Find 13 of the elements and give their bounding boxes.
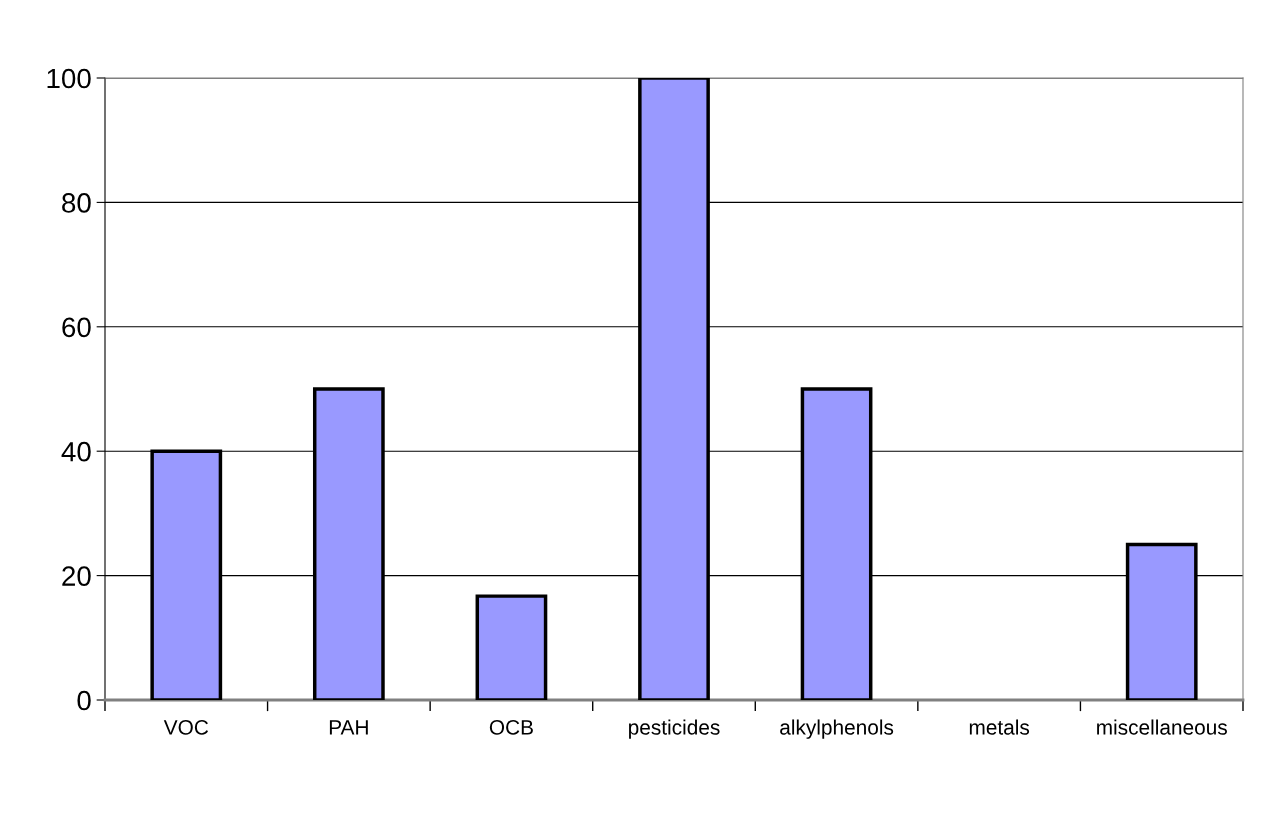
y-tick-label: 80 (62, 193, 91, 213)
y-tick-label: 20 (62, 566, 91, 586)
y-tick-label: 60 (62, 317, 91, 338)
x-tick-label: metals (969, 719, 1030, 735)
x-tick-label: miscellaneous (1097, 719, 1227, 735)
x-tick-label: alkylphenols (780, 719, 894, 739)
y-tick-label: 100 (47, 68, 91, 89)
x-tick-label: pesticides (629, 719, 720, 739)
x-tick-label: VOC (163, 719, 209, 735)
y-tick-label: 40 (61, 441, 91, 462)
x-tick-label: OCB (489, 719, 533, 735)
x-tick-label: PAH (329, 720, 368, 735)
y-tick-label: 0 (77, 690, 91, 711)
